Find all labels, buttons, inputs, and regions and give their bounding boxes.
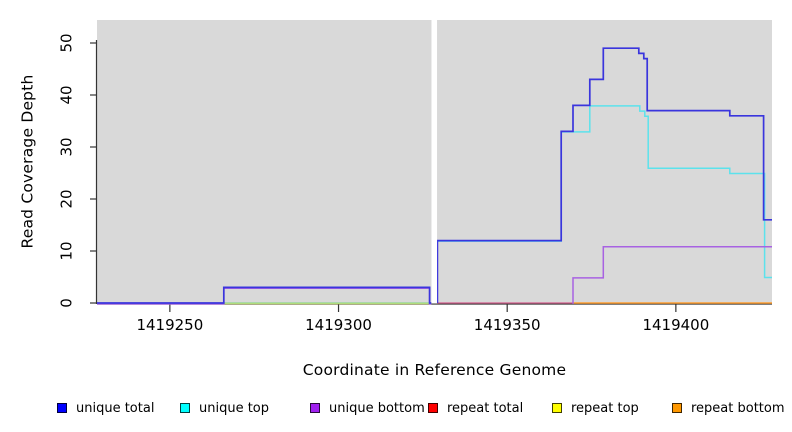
x-tick-label: 1419350 <box>474 316 541 334</box>
legend-swatch <box>672 403 682 413</box>
legend-label: repeat top <box>571 400 639 416</box>
legend-item-unique-total: unique total <box>57 399 154 417</box>
legend-item-repeat-bottom: repeat bottom <box>672 399 785 417</box>
legend-label: unique bottom <box>329 400 425 416</box>
x-tick-label: 1419300 <box>305 316 372 334</box>
y-tick-label: 40 <box>57 85 75 104</box>
legend-swatch <box>57 403 67 413</box>
series-line-unique-total <box>97 286 432 304</box>
series-line-unique-top <box>437 105 772 279</box>
coverage-gap-mask <box>431 19 438 304</box>
y-tick-label: 30 <box>57 137 75 156</box>
legend-label: repeat total <box>447 400 524 416</box>
legend-swatch <box>552 403 562 413</box>
x-tick-label: 1419400 <box>642 316 709 334</box>
y-tick-label: 0 <box>57 298 75 308</box>
series-line-unique-bottom <box>572 245 772 304</box>
legend-swatch <box>180 403 190 413</box>
legend-label: unique top <box>199 400 270 416</box>
x-axis-title: Coordinate in Reference Genome <box>302 361 567 379</box>
series-line-unique-total <box>436 47 772 303</box>
y-tick-label: 20 <box>57 189 75 208</box>
y-axis-title: Read Coverage Depth <box>18 74 37 249</box>
legend-swatch <box>310 403 320 413</box>
series-line-unique-bottom <box>97 287 432 305</box>
x-tick-label: 1419250 <box>136 316 203 334</box>
legend-item-unique-bottom: unique bottom <box>310 399 425 417</box>
y-tick-label: 10 <box>57 241 75 260</box>
legend-label: unique total <box>76 400 155 416</box>
legend-label: repeat bottom <box>691 400 785 416</box>
legend-swatch <box>428 403 438 413</box>
legend-item-repeat-top: repeat top <box>552 399 639 417</box>
y-tick-label: 50 <box>57 33 75 52</box>
legend: unique total unique top unique bottom repea… <box>0 399 792 421</box>
legend-item-unique-top: unique top <box>180 399 269 417</box>
legend-item-repeat-total: repeat total <box>428 399 523 417</box>
